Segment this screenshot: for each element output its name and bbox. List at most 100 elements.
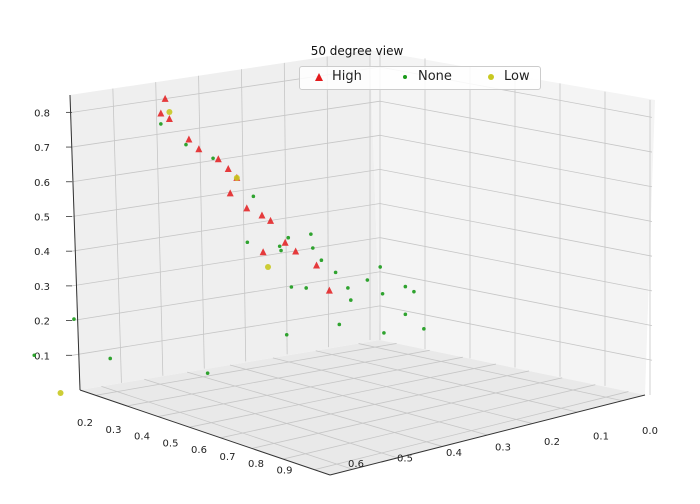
data-point-high — [165, 114, 173, 122]
data-point-high — [185, 135, 193, 143]
grid-line-wall-left — [155, 82, 164, 376]
data-point-none — [108, 356, 113, 361]
data-point-none — [159, 122, 163, 126]
grid-lines — [66, 50, 653, 476]
tick-label-right: 0.4 — [446, 448, 462, 459]
legend-label-high: High — [332, 69, 362, 84]
grid-line-right — [187, 371, 443, 447]
data-point-none — [279, 248, 283, 253]
data-point-high — [226, 189, 234, 197]
grid-line-wall-left — [326, 56, 329, 348]
data-point-high — [224, 165, 232, 173]
tick-label-right: 0.0 — [642, 426, 658, 437]
data-point-none — [284, 332, 289, 337]
tick-label-left: 0.6 — [191, 445, 207, 456]
tick-label-right: 0.5 — [397, 454, 413, 465]
grid-line-wall-left — [112, 88, 122, 383]
tick-label-right: 0.6 — [348, 459, 364, 470]
data-point-none — [251, 194, 256, 199]
data-point-high — [313, 261, 321, 269]
data-point-high — [258, 211, 266, 219]
tick-label-left: 0.9 — [277, 466, 293, 477]
axis-line-z — [69, 94, 81, 391]
chart-title: 50 degree view — [311, 44, 404, 58]
legend-label-low: Low — [504, 69, 530, 84]
tick-label-z: 0.8 — [34, 108, 50, 119]
grid-line-z — [71, 237, 381, 287]
data-point-none — [422, 327, 426, 331]
data-point-none — [365, 278, 370, 282]
tick-label-left: 0.7 — [220, 452, 236, 463]
data-point-none — [277, 244, 282, 249]
data-point-low — [57, 389, 64, 396]
data-point-none — [289, 285, 294, 289]
tick-label-left: 0.3 — [106, 425, 122, 436]
data-point-none — [72, 317, 76, 321]
grid-line-z — [71, 203, 381, 252]
data-point-none — [319, 258, 324, 263]
tick-labels: 0.1 0.2 0.3 0.4 0.5 0.6 0.7 0.8 0.2 0.3 0.4 0.5 0.6 0… — [34, 108, 658, 476]
grid-line-wall-left — [198, 75, 205, 369]
data-point-none — [380, 292, 385, 296]
data-point-none — [337, 322, 342, 327]
tick-label-right: 0.1 — [593, 432, 609, 443]
data-point-high — [292, 247, 300, 255]
tick-label-right: 0.2 — [544, 437, 560, 448]
tick-label-left: 0.5 — [163, 438, 179, 449]
axis-line-left — [79, 389, 331, 476]
data-point-none — [412, 289, 416, 294]
right-back-wall — [370, 50, 655, 395]
data-point-none — [32, 353, 37, 358]
tick-label-z: 0.5 — [34, 212, 50, 223]
legend-label-none: None — [418, 69, 452, 84]
data-point-none — [346, 286, 350, 290]
tick-label-z: 0.1 — [34, 351, 50, 362]
data-point-low — [233, 174, 240, 181]
grid-line-z — [71, 100, 381, 148]
tick-label-z: 0.6 — [34, 178, 50, 189]
grid-line-right — [358, 343, 623, 402]
data-point-none — [349, 298, 353, 302]
grid-line-right — [101, 386, 353, 470]
data-point-none — [211, 156, 215, 161]
grid-line-wall-left — [241, 69, 247, 362]
legend-item-high: High — [314, 69, 362, 84]
data-point-none — [205, 371, 210, 375]
data-point-none — [184, 142, 188, 147]
data-point-none — [382, 331, 386, 335]
legend-item-low: Low — [486, 69, 530, 84]
grid-line-z — [71, 271, 381, 321]
data-point-high — [243, 204, 251, 212]
data-point-high — [214, 155, 222, 163]
circle-marker-icon — [488, 73, 494, 80]
data-point-high — [259, 248, 267, 256]
tick-label-z: 0.3 — [34, 282, 50, 293]
tick-label-left: 0.4 — [134, 432, 150, 443]
data-point-low — [166, 109, 173, 116]
data-point-high — [325, 286, 333, 294]
tick-label-z: 0.7 — [34, 143, 50, 154]
points-layer — [32, 94, 426, 396]
grid-line-right — [229, 364, 488, 436]
data-point-none — [286, 235, 291, 240]
data-point-none — [311, 246, 315, 250]
data-point-none — [333, 270, 338, 275]
grid-line-right — [144, 378, 398, 459]
data-point-none — [403, 312, 408, 317]
dot-marker-icon — [403, 74, 407, 79]
data-point-none — [245, 240, 250, 245]
legend: High None Low — [299, 66, 541, 90]
tick-label-z: 0.4 — [34, 247, 50, 258]
tick-label-left: 0.8 — [248, 459, 264, 470]
grid-line-z — [71, 134, 381, 183]
data-point-none — [378, 265, 383, 269]
data-point-none — [309, 232, 313, 236]
data-point-none — [403, 284, 408, 289]
data-point-high — [281, 238, 289, 246]
tick-label-left: 0.2 — [77, 418, 93, 429]
grid-line-right — [272, 357, 533, 424]
data-point-low — [265, 264, 272, 271]
left-back-wall — [70, 50, 380, 390]
data-point-high — [161, 94, 169, 102]
